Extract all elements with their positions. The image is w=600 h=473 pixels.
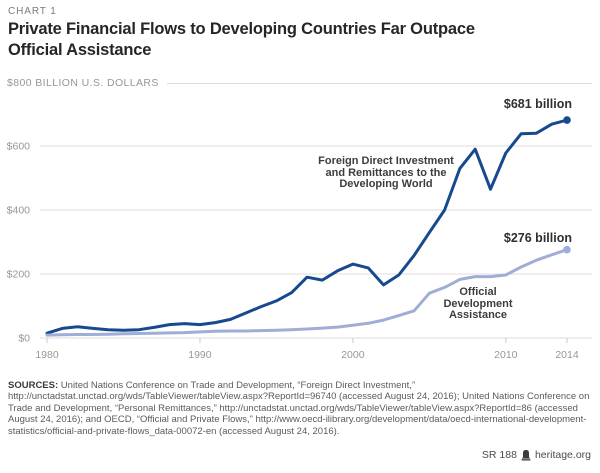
y-tick-label: $400 [7,205,31,217]
x-tick-label: 2014 [555,349,579,361]
y-tick-label: $200 [7,269,31,281]
fdi-end-value-label: $681 billion [503,97,572,111]
x-tick-label: 2000 [341,349,365,361]
fdi-series-annotation: Foreign Direct Investment and Remittance… [318,155,454,190]
series-end-dot [563,245,571,254]
heritage-logo-icon [521,449,531,460]
series-line-fdi [45,118,569,335]
y-tick-label: $0 [18,333,30,345]
chart-kicker: CHART 1 [8,6,57,17]
y-tick-label: $600 [7,141,31,153]
footer: SR 188 heritage.org [482,449,591,461]
series-end-dot [563,116,571,124]
oda-end-value-label: $276 billion [503,231,572,245]
sources-note: SOURCES: United Nations Conference on Tr… [8,380,594,437]
sources-text: United Nations Conference on Trade and D… [8,380,590,437]
x-tick-label: 2010 [494,349,518,361]
x-tick-label: 1990 [188,349,212,361]
report-number: SR 188 [481,449,517,461]
sources-prefix: SOURCES: [8,380,59,391]
y-axis-top-row: $800 BILLION U.S. DOLLARS [7,77,592,89]
oda-series-annotation: Official Development Assistance [443,286,513,321]
y-axis-top-gridline [166,83,592,84]
y-axis-unit-label: $800 BILLION U.S. DOLLARS [7,77,159,89]
series-line-oda [45,248,569,337]
x-tick-label: 1980 [35,349,59,361]
site-label: heritage.org [534,449,591,461]
page-title: Private Financial Flows to Developing Co… [8,20,475,59]
